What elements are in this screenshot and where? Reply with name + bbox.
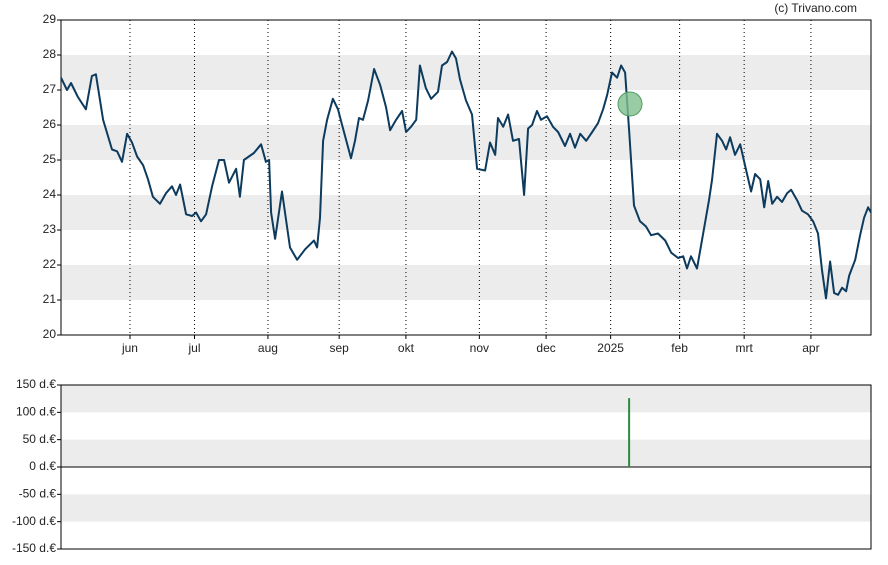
plot-frame xyxy=(60,19,872,336)
band xyxy=(61,494,871,522)
y-tick-label: -50 d.€ xyxy=(19,487,57,501)
x-tick-label: feb xyxy=(671,341,688,355)
y-tick-label: 26 xyxy=(43,117,57,131)
y-tick-label: 29 xyxy=(43,12,57,26)
band xyxy=(61,265,871,300)
y-tick-label: 50 d.€ xyxy=(23,432,57,446)
price-line xyxy=(60,50,872,300)
x-tick-label: 2025 xyxy=(597,341,624,355)
x-tick-label: sep xyxy=(329,341,349,355)
band xyxy=(61,439,871,467)
y-tick-label: 22 xyxy=(43,257,57,271)
x-tick-label: dec xyxy=(536,341,555,355)
x-tick-label: apr xyxy=(802,341,819,355)
credit: (c) Trivano.com xyxy=(774,1,857,15)
x-tick-label: jun xyxy=(121,341,138,355)
y-tick-label: 100 d.€ xyxy=(16,405,56,419)
bar xyxy=(628,398,631,467)
y-tick-label: 27 xyxy=(43,82,57,96)
x-tick-label: mrt xyxy=(735,341,753,355)
y-tick-label: -150 d.€ xyxy=(12,541,56,555)
y-tick-label: 150 d.€ xyxy=(16,377,56,391)
y-tick-label: 28 xyxy=(43,47,57,61)
x-tick-label: okt xyxy=(398,341,415,355)
x-tick-label: nov xyxy=(470,341,489,355)
event-marker xyxy=(617,91,643,117)
y-tick-label: 24 xyxy=(43,187,57,201)
y-tick-label: 23 xyxy=(43,222,57,236)
y-tick-label: 25 xyxy=(43,152,57,166)
band xyxy=(61,55,871,90)
y-tick-label: -100 d.€ xyxy=(12,514,56,528)
x-tick-label: aug xyxy=(258,341,278,355)
plot-frame xyxy=(60,384,872,550)
x-tick-label: jul xyxy=(188,341,201,355)
y-tick-label: 20 xyxy=(43,327,57,341)
y-tick-label: 0 d.€ xyxy=(29,459,56,473)
band xyxy=(61,125,871,160)
band xyxy=(61,385,871,413)
y-tick-label: 21 xyxy=(43,292,57,306)
